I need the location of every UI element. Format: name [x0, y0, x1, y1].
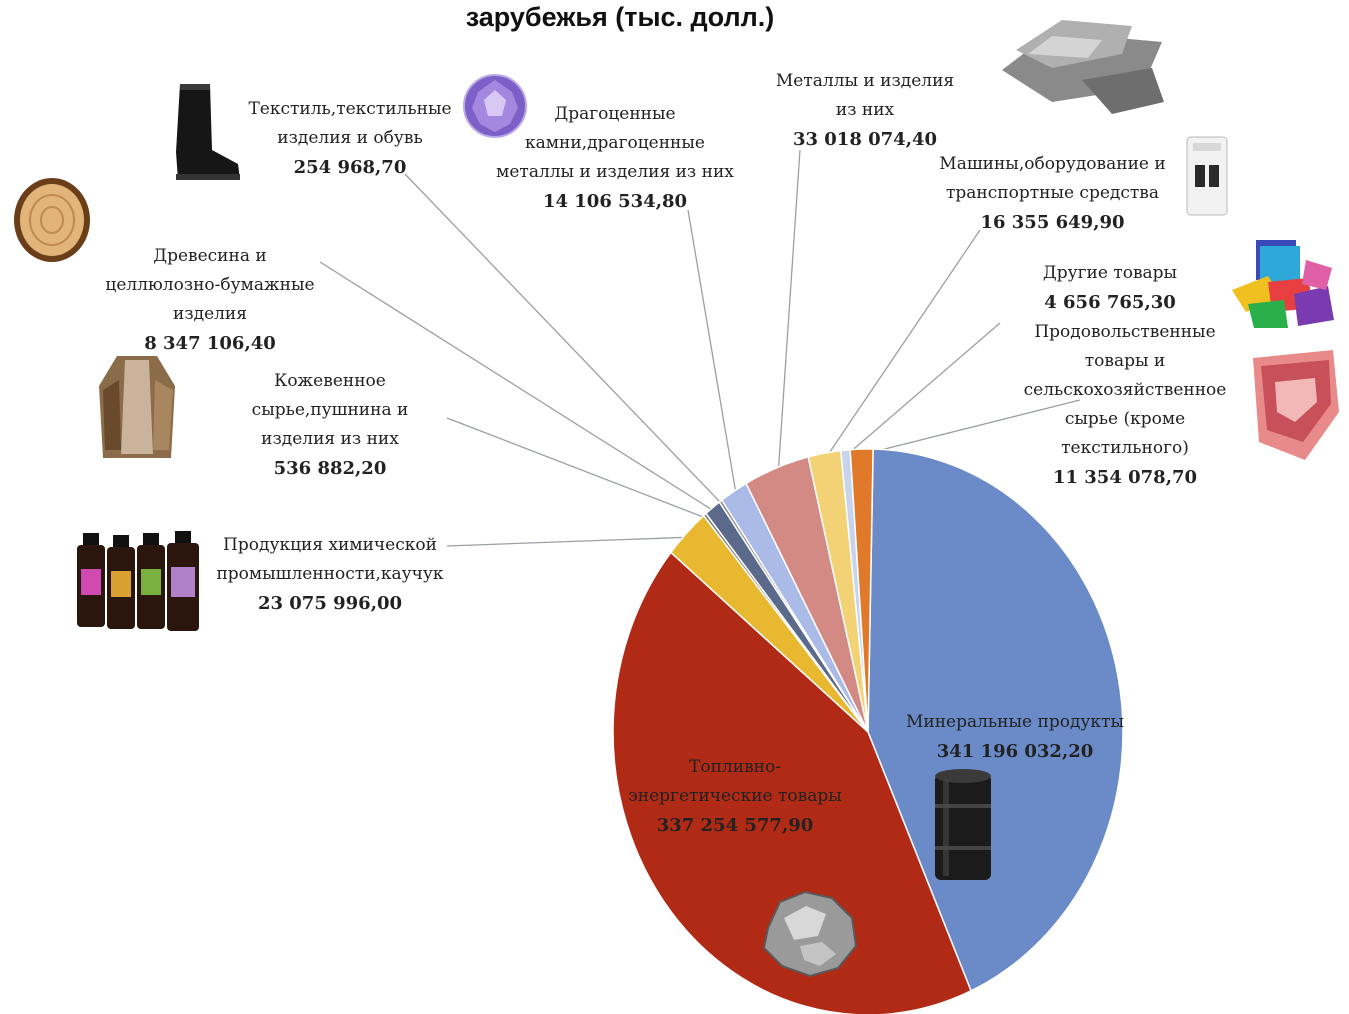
gem-icon: [463, 74, 527, 138]
leader-lines: [319, 149, 1081, 547]
pie-slice: [849, 448, 874, 733]
slice-value: 33 018 074,40: [792, 129, 938, 150]
wood-log-icon: [14, 178, 90, 262]
label-mineral: Минеральные продукты 341 196 032,20: [900, 708, 1130, 766]
label-food: Продовольственные товары и сельскохозяйс…: [1020, 318, 1230, 492]
leader-line: [861, 399, 1081, 456]
slice-name: Другие товары: [1042, 263, 1178, 283]
fur-coat-icon: [99, 356, 175, 458]
oil-barrel-icon: [935, 769, 991, 880]
slice-name: Древесина и целлюлозно-бумажные изделия: [105, 246, 315, 324]
label-textile: Текстиль,текстильные изделия и обувь 254…: [240, 95, 460, 182]
leader-line: [687, 209, 738, 497]
leader-line: [446, 417, 709, 520]
label-wood: Древесина и целлюлозно-бумажные изделия …: [95, 242, 325, 358]
slice-name: Продовольственные товары и сельскохозяйс…: [1023, 322, 1227, 458]
slice-value: 337 254 577,90: [656, 815, 814, 836]
pie-slice: [867, 448, 1124, 992]
meat-icon: [1253, 350, 1339, 460]
slice-value: 4 656 765,30: [1044, 292, 1176, 313]
slice-value: 14 106 534,80: [542, 191, 688, 212]
pie-slices: [612, 448, 1124, 1014]
slice-value: 23 075 996,00: [257, 593, 403, 614]
chemical-bottles-icon: [77, 531, 199, 631]
leader-line: [777, 149, 801, 474]
boot-icon: [176, 84, 240, 180]
slice-value: 536 882,20: [273, 458, 387, 479]
label-leather: Кожевенное сырье,пушнина и изделия из ни…: [215, 367, 445, 483]
slice-name: Топливно-энергетические товары: [628, 757, 842, 806]
leader-line: [446, 536, 691, 547]
metal-ore-icon: [762, 890, 858, 978]
label-chemical: Продукция химической промышленности,кауч…: [215, 531, 445, 618]
circuit-breaker-icon: [1186, 136, 1228, 216]
leader-line: [319, 261, 717, 513]
slice-name: Металлы и изделия из них: [775, 71, 955, 120]
slice-value: 341 196 032,20: [936, 741, 1094, 762]
leader-line: [824, 229, 981, 460]
slice-value: 8 347 106,40: [144, 333, 276, 354]
label-other: Другие товары 4 656 765,30: [1030, 259, 1190, 317]
label-metals: Металлы и изделия из них 33 018 074,40: [765, 67, 965, 154]
slice-name: Минеральные продукты: [905, 712, 1124, 732]
leader-line: [404, 173, 725, 507]
label-machines: Машины,оборудование и транспортные средс…: [935, 150, 1170, 237]
chart-title: зарубежья (тыс. долл.): [465, 2, 775, 32]
slice-name: Продукция химической промышленности,кауч…: [216, 535, 444, 584]
slice-value: 16 355 649,90: [980, 212, 1125, 233]
slice-name: Машины,оборудование и транспортные средс…: [939, 154, 1166, 203]
slice-name: Драгоценные камни,драгоценные металлы и …: [496, 104, 734, 182]
label-fuel: Топливно-энергетические товары 337 254 5…: [620, 753, 850, 840]
pie-slice: [612, 551, 973, 1014]
slice-name: Кожевенное сырье,пушнина и изделия из ни…: [251, 371, 409, 449]
label-precious: Драгоценные камни,драгоценные металлы и …: [495, 100, 735, 216]
slice-name: Текстиль,текстильные изделия и обувь: [248, 99, 452, 148]
metal-ingots-icon: [1002, 20, 1164, 114]
slice-value: 11 354 078,70: [1052, 467, 1198, 488]
leader-line: [845, 322, 1001, 457]
slice-value: 254 968,70: [293, 157, 407, 178]
fabric-swatches-icon: [1232, 240, 1334, 328]
